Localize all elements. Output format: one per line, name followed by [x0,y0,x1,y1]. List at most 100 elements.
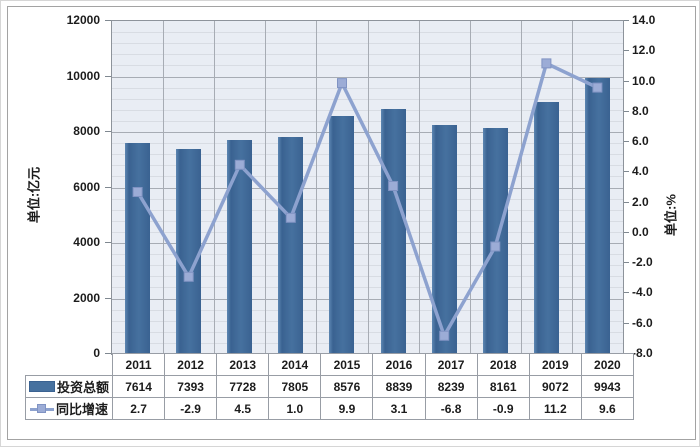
left-axis-tick-mark [105,75,111,77]
category-gridline [470,21,471,354]
line-marker-2019 [541,58,552,69]
right-axis-tick-mark [623,322,629,324]
growth-value-cell: -2.9 [164,397,218,420]
bar-legend-swatch [28,381,55,392]
right-axis-tick-label: 8.0 [632,103,649,118]
right-axis-tick-label: 0.0 [632,224,649,239]
left-axis-tick-label: 6000 [73,179,100,194]
right-axis-tick-label: -6.0 [632,315,653,330]
bar-2020 [584,78,610,354]
right-axis-tick-mark [623,171,629,173]
year-header-cell: 2017 [424,353,478,376]
bar-value-cell: 8239 [424,375,478,398]
minor-gridline [112,331,623,333]
bar-value-cell: 9072 [528,375,582,398]
minor-gridline [112,176,623,178]
left-axis-title: 单位:亿元 [26,166,42,224]
minor-gridline [112,43,623,45]
growth-value-cell: 11.2 [528,397,582,420]
right-axis-tick-label: 10.0 [632,73,656,88]
bar-value-cell: 7614 [111,375,166,398]
growth-value-cell: 1.0 [268,397,322,420]
minor-gridline [112,165,623,167]
minor-gridline [112,198,623,200]
right-axis-tick-label: 2.0 [632,194,649,209]
legend-cell-line-series: 同比增速 [25,397,113,420]
minor-gridline [112,87,623,89]
left-axis-tick-mark [105,297,111,299]
year-header-cell: 2014 [268,353,322,376]
category-gridline [265,21,266,354]
minor-gridline [112,54,623,56]
major-gridline [112,187,623,189]
line-legend-label: 同比增速 [55,402,108,417]
year-header-cell: 2013 [216,353,270,376]
right-axis-tick-label: -2.0 [632,255,653,270]
left-axis-tick-mark [105,186,111,188]
growth-value-cell: 9.9 [320,397,374,420]
right-axis-tick-mark [623,80,629,82]
year-header-cell: 2019 [528,353,582,376]
line-marker-2014 [285,212,296,223]
category-gridline [214,21,215,354]
bar-2012 [176,148,202,354]
line-marker-2013 [234,159,245,170]
category-gridline [419,21,420,354]
line-marker-2018 [490,241,501,252]
minor-gridline [112,109,623,111]
minor-gridline [112,143,623,145]
bar-value-cell: 9943 [580,375,634,398]
bar-value-cell: 7805 [268,375,322,398]
growth-value-cell: 9.6 [580,397,634,420]
right-axis-tick-mark [623,201,629,203]
right-axis-tick-mark [623,231,629,233]
bar-value-cell: 7393 [164,375,218,398]
minor-gridline [112,220,623,222]
right-axis-tick-label: 12.0 [632,43,656,58]
category-gridline [316,21,317,354]
year-header-cell: 2015 [320,353,374,376]
minor-gridline [112,231,623,233]
growth-value-cell: -0.9 [476,397,530,420]
major-gridline [112,76,623,78]
bar-2019 [533,102,559,354]
growth-value-cell: 2.7 [111,397,166,420]
left-axis-tick-label: 8000 [73,124,100,138]
minor-gridline [112,120,623,122]
bar-2015 [329,116,355,354]
left-axis-tick-label: 10000 [66,68,100,83]
minor-gridline [112,209,623,211]
category-gridline [163,21,164,354]
minor-gridline [112,65,623,67]
right-axis-tick-label: 4.0 [632,164,649,179]
year-header-cell: 2011 [111,353,166,376]
left-axis-tick-label: 4000 [73,235,100,249]
major-gridline [112,298,623,300]
table-corner-cell [26,354,113,376]
right-axis-tick-mark [623,110,629,112]
right-axis-tick-mark [623,141,629,143]
minor-gridline [112,309,623,311]
line-marker-2017 [439,330,450,341]
right-axis-tick-label: -4.0 [632,285,653,300]
minor-gridline [112,287,623,289]
left-axis-tick-mark [105,20,111,21]
minor-gridline [112,342,623,344]
minor-gridline [112,32,623,34]
bar-2014 [278,137,304,354]
left-axis-tick-label: 2000 [73,290,100,305]
line-legend-swatch [29,404,54,413]
minor-gridline [112,98,623,100]
year-header-cell: 2016 [372,353,426,376]
left-axis-tick-mark [105,353,111,354]
bar-value-cell: 8576 [320,375,374,398]
minor-gridline [112,154,623,156]
minor-gridline [112,265,623,267]
right-axis-tick-mark [623,262,629,264]
minor-gridline [112,254,623,256]
right-axis-tick-label: 6.0 [632,134,649,149]
line-marker-2012 [183,271,194,282]
category-gridline [521,21,522,354]
right-axis-tick-label: -8.0 [632,346,653,360]
